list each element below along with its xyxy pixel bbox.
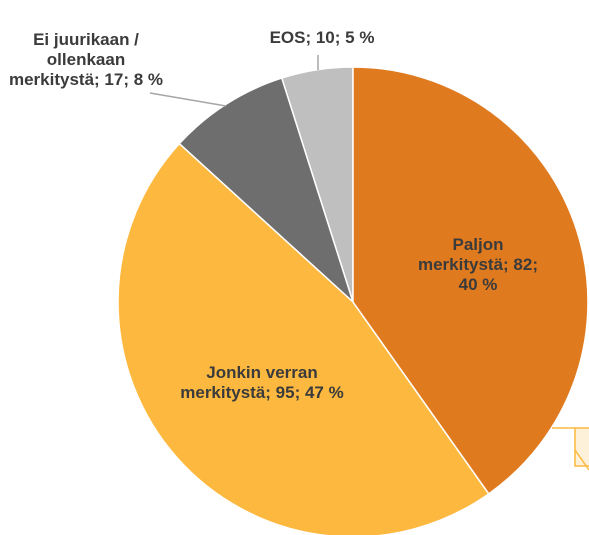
- slice-label: EOS; 10; 5 %: [269, 28, 375, 47]
- pie-slice: [117, 142, 490, 535]
- pie-slice: [178, 77, 355, 305]
- slice-label: Ei juurikaan / ollenkaan merkitystä; 17;…: [8, 30, 164, 89]
- leader-line: [149, 92, 227, 107]
- pie-slice: [352, 66, 589, 495]
- leader-line: [574, 449, 589, 471]
- slice-label: Paljon merkitystä; 82; 40 %: [417, 235, 538, 294]
- label-box: [574, 427, 589, 467]
- slice-label: Jonkin verran merkitystä; 95; 47 %: [180, 363, 344, 402]
